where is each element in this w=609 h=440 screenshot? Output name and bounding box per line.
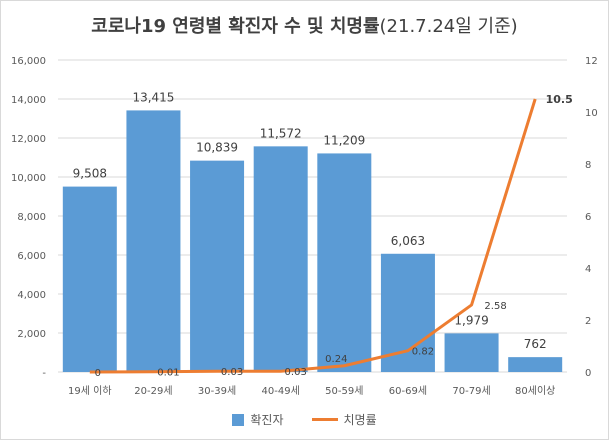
- x-tick-label: 80세이상: [515, 385, 555, 397]
- line-value-label: 0: [95, 368, 101, 379]
- line-value-label: 0.03: [221, 367, 243, 378]
- x-tick-label: 50-59세: [325, 385, 363, 397]
- y-left-tick-label: 14,000: [11, 95, 46, 106]
- y-right-tick-label: 6: [585, 212, 591, 223]
- legend-item-bar: 확진자: [232, 411, 284, 428]
- legend-bar-swatch: [232, 413, 245, 426]
- y-left-tick-label: 4,000: [17, 290, 46, 301]
- bar: [380, 253, 435, 372]
- y-right-tick-label: 12: [585, 56, 598, 67]
- y-left-tick-label: 2,000: [17, 329, 46, 340]
- bar-value-label: 6,063: [391, 234, 425, 248]
- y-right-tick-label: 4: [585, 264, 591, 275]
- y-right-tick-label: 2: [585, 316, 591, 327]
- line-value-label: 10.5: [546, 93, 573, 106]
- legend-line-swatch: [311, 418, 338, 421]
- x-tick-label: 19세 이하: [68, 384, 112, 397]
- bar: [126, 110, 181, 372]
- bar: [317, 153, 372, 372]
- y-left-tick-label: -: [42, 368, 46, 379]
- bar: [253, 146, 308, 372]
- y-right-tick-label: 8: [585, 160, 591, 171]
- y-left-tick-label: 16,000: [11, 56, 46, 67]
- y-right-tick-label: 10: [585, 108, 598, 119]
- bar-value-label: 11,209: [323, 133, 365, 147]
- line-value-label: 0.24: [325, 354, 347, 365]
- x-tick-label: 40-49세: [262, 385, 300, 397]
- y-left-tick-label: 12,000: [11, 134, 46, 145]
- line-value-label: 0.82: [412, 347, 434, 358]
- chart-title-date: (21.7.24일 기준): [379, 16, 518, 37]
- y-right-tick-label: 0: [585, 368, 591, 379]
- bar-value-label: 1,979: [454, 313, 488, 327]
- bar-value-label: 13,415: [132, 90, 174, 104]
- x-tick-label: 70-79세: [452, 385, 490, 397]
- bar: [444, 333, 499, 372]
- bar-value-label: 11,572: [260, 126, 302, 140]
- bar-value-label: 10,839: [196, 141, 238, 155]
- x-tick-label: 60-69세: [389, 385, 427, 397]
- line-value-label: 2.58: [484, 301, 506, 312]
- legend-line-label: 치명률: [343, 413, 377, 427]
- legend-bar-label: 확진자: [250, 413, 284, 427]
- bar: [508, 357, 563, 372]
- y-left-tick-label: 6,000: [17, 251, 46, 262]
- x-tick-label: 20-29세: [134, 385, 172, 397]
- line-value-label: 0.03: [285, 367, 307, 378]
- y-left-tick-label: 10,000: [11, 173, 46, 184]
- bar: [190, 160, 245, 372]
- line-value-label: 0.01: [157, 368, 179, 379]
- legend-item-line: 치명률: [311, 411, 377, 428]
- chart-legend: 확진자 치명률: [0, 411, 609, 428]
- bar-value-label: 9,508: [73, 167, 107, 181]
- bar-value-label: 762: [524, 337, 547, 351]
- y-left-tick-label: 8,000: [17, 212, 46, 223]
- chart-title-main: 코로나19 연령별 확진자 수 및 치명률: [91, 16, 380, 37]
- bar: [62, 186, 117, 372]
- x-tick-label: 30-39세: [198, 385, 236, 397]
- chart-title: 코로나19 연령별 확진자 수 및 치명률(21.7.24일 기준): [0, 12, 609, 38]
- series-line: [89, 98, 537, 374]
